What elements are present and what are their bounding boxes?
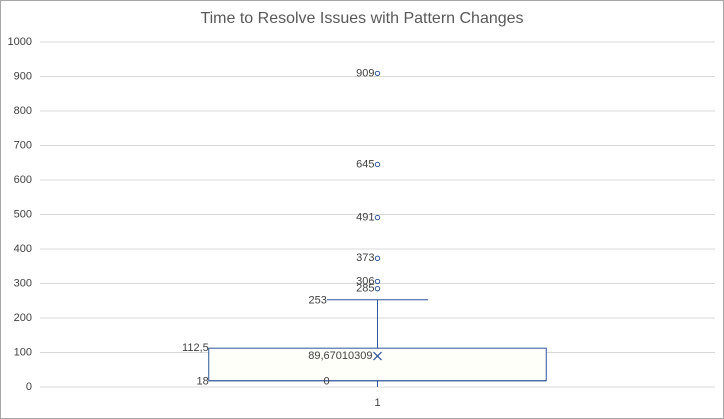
outlier-label: 491 [356, 212, 374, 224]
outlier [374, 161, 381, 168]
data-label: 112,5 [182, 342, 209, 354]
y-tick-label: 200 [14, 312, 32, 324]
y-tick-label: 600 [14, 174, 32, 186]
y-tick-label: 100 [14, 346, 32, 358]
data-label: 253 [309, 295, 327, 307]
y-tick-label: 800 [14, 105, 32, 117]
chart-title: Time to Resolve Issues with Pattern Chan… [200, 10, 523, 27]
y-tick-label: 1000 [8, 36, 32, 48]
y-tick-label: 0 [26, 381, 32, 393]
x-tick-label: 1 [374, 397, 380, 409]
outlier [374, 214, 381, 221]
y-tick-label: 400 [14, 243, 32, 255]
outlier-label: 306 [356, 275, 374, 287]
mean-marker [373, 351, 382, 361]
y-tick-label: 700 [14, 139, 32, 151]
outlier-label: 909 [356, 67, 374, 79]
outlier [374, 255, 381, 262]
outlier-label: 285 [356, 283, 374, 295]
data-label: 0 [323, 376, 329, 388]
outlier-label: 373 [356, 252, 374, 264]
outlier [374, 278, 381, 285]
y-tick-label: 500 [14, 208, 32, 220]
data-label: 18 [197, 376, 209, 388]
outlier [374, 70, 381, 77]
y-tick-label: 900 [14, 70, 32, 82]
outlier-label: 645 [356, 158, 374, 170]
y-tick-label: 300 [14, 277, 32, 289]
data-label: 89,67010309 [308, 350, 372, 362]
box [208, 347, 547, 382]
outlier [374, 285, 381, 292]
